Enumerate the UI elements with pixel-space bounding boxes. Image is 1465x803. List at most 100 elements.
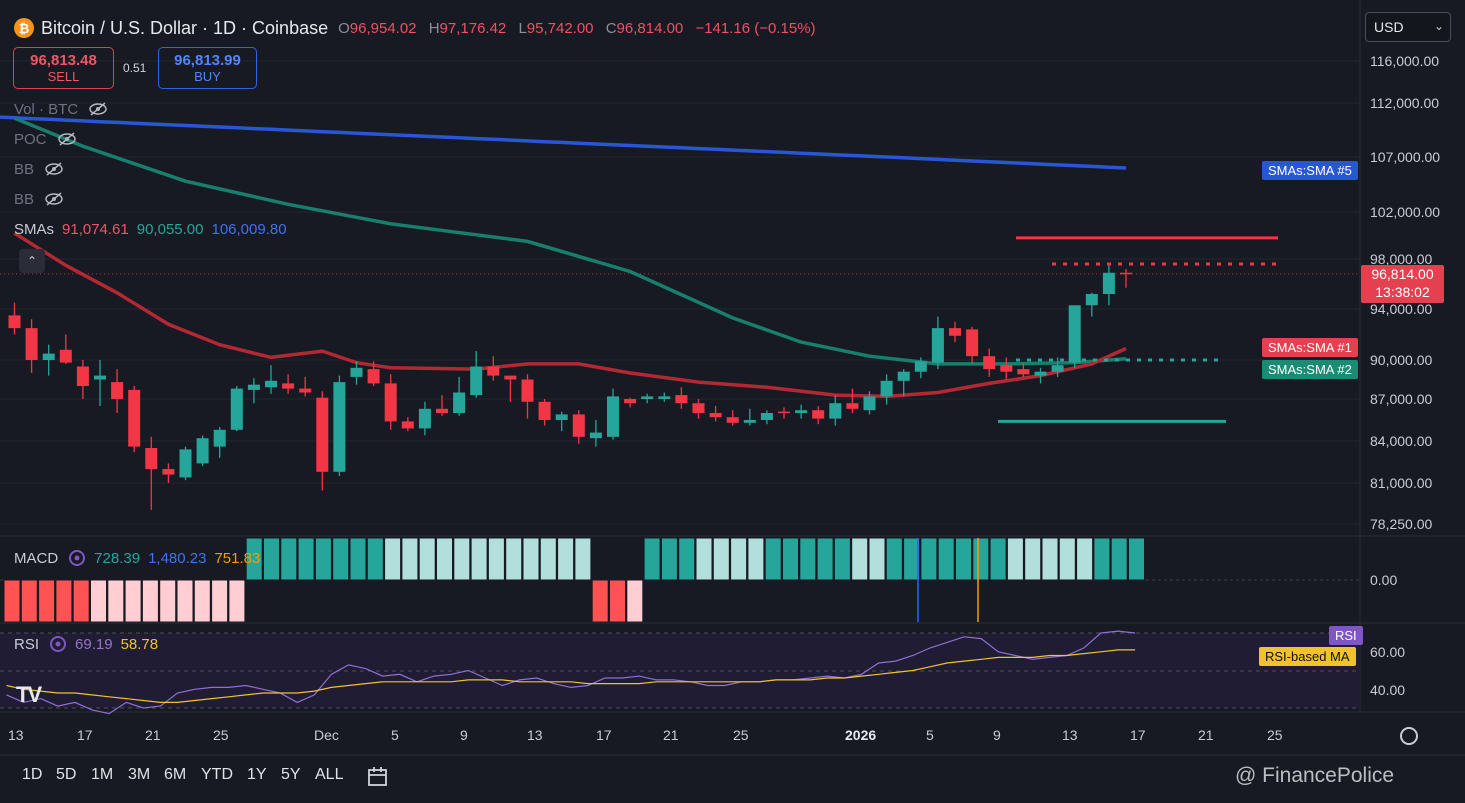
macd-bar <box>989 537 1007 581</box>
macd-bar <box>505 537 523 581</box>
range-button-ytd[interactable]: YTD <box>201 766 233 783</box>
hidden-eye-icon[interactable] <box>44 192 64 206</box>
ohlc-values: O96,954.02 H97,176.42 L95,742.00 C96,814… <box>338 19 816 37</box>
candle-body <box>880 380 893 397</box>
macd-bar <box>591 579 609 623</box>
legend-vol[interactable]: Vol · BTC <box>14 99 108 119</box>
rsi-tag: RSI <box>1329 626 1363 645</box>
candle-body <box>624 399 637 404</box>
legend-rsi[interactable]: RSI 69.19 58.78 <box>14 635 159 653</box>
time-axis-label: 21 <box>1198 727 1214 743</box>
candle-body <box>282 383 295 389</box>
sell-button[interactable]: 96,813.48 SELL <box>13 47 114 89</box>
low-value: 95,742.00 <box>526 19 594 37</box>
sell-price: 96,813.48 <box>30 52 97 69</box>
macd-bar <box>384 537 402 581</box>
chevron-up-icon: ⌃ <box>26 254 38 268</box>
indicator-settings-icon[interactable] <box>47 635 69 653</box>
macd-bar <box>141 579 159 623</box>
candle-body <box>589 432 602 439</box>
sma2-value: 90,055.00 <box>136 220 204 238</box>
macd-bar <box>418 537 436 581</box>
calendar-icon[interactable] <box>366 765 390 789</box>
candle-body <box>401 421 414 429</box>
candle-body <box>795 410 808 413</box>
symbol-title[interactable]: Bitcoin / U.S. Dollar · 1D · Coinbase <box>41 17 329 38</box>
buy-button[interactable]: 96,813.99 BUY <box>158 47 257 89</box>
last-price-label: 96,814.00 13:38:02 <box>1361 265 1444 303</box>
legend-bb-2[interactable]: BB <box>14 189 64 209</box>
time-axis-label: 13 <box>1062 727 1078 743</box>
range-button-5y[interactable]: 5Y <box>281 766 301 783</box>
hidden-eye-icon[interactable] <box>88 102 108 116</box>
candle-body <box>760 413 773 420</box>
sma1-line <box>13 231 1127 399</box>
indicator-settings-icon[interactable] <box>66 549 88 567</box>
macd-hist-value: 751.83 <box>214 549 261 567</box>
sma5-line <box>0 115 1127 170</box>
price-axis-label: 116,000.00 <box>1370 53 1440 69</box>
tradingview-logo: TV <box>16 682 42 707</box>
candle-body <box>743 420 756 423</box>
candle-body <box>230 388 243 430</box>
candle-body <box>914 361 927 372</box>
chevron-down-icon: ⌄ <box>1433 19 1444 33</box>
hidden-eye-icon[interactable] <box>57 132 77 146</box>
legend-poc[interactable]: POC <box>14 129 77 149</box>
currency-select[interactable]: USD ⌄ <box>1365 12 1451 42</box>
range-button-5d[interactable]: 5D <box>56 766 77 783</box>
range-button-1m[interactable]: 1M <box>91 766 114 783</box>
range-button-all[interactable]: ALL <box>315 766 344 783</box>
time-axis-label: 5 <box>926 727 934 743</box>
macd-bar <box>1058 537 1076 581</box>
candle-body <box>1000 365 1013 372</box>
macd-bar <box>816 537 834 581</box>
open-value: 96,954.02 <box>349 19 417 37</box>
candle-body <box>316 397 329 472</box>
macd-bar <box>920 537 938 581</box>
settings-gear-icon[interactable] <box>1400 727 1418 745</box>
macd-bar <box>678 537 696 581</box>
last-price: 96,814.00 <box>1371 266 1434 282</box>
candle-body <box>42 353 55 360</box>
macd-signal-value: 1,480.23 <box>148 549 207 567</box>
macd-bar <box>833 537 851 581</box>
legend-smas[interactable]: SMAs 91,074.61 90,055.00 106,009.80 <box>14 220 287 238</box>
collapse-legend-button[interactable]: ⌃ <box>19 249 45 273</box>
macd-bar <box>1110 537 1128 581</box>
candle-body <box>196 438 209 464</box>
range-button-6m[interactable]: 6M <box>164 766 187 783</box>
candle-body <box>607 396 619 437</box>
candle-body <box>94 375 106 380</box>
symbol-header[interactable]: ₿ Bitcoin / U.S. Dollar · 1D · Coinbase … <box>14 16 816 40</box>
legend-bb-1[interactable]: BB <box>14 159 64 179</box>
candle-body <box>538 401 551 420</box>
macd-bar <box>955 537 972 581</box>
candle-body <box>931 328 944 363</box>
candle-body <box>1034 371 1047 376</box>
macd-value: 728.39 <box>94 549 141 567</box>
macd-bar <box>1076 537 1094 581</box>
macd-bar <box>1041 537 1059 581</box>
macd-bar <box>972 537 990 581</box>
range-button-1y[interactable]: 1Y <box>247 766 267 783</box>
sma3-value: 106,009.80 <box>211 220 287 238</box>
macd-bar <box>574 537 592 581</box>
time-axis-label: 21 <box>663 727 679 743</box>
sell-label: SELL <box>47 69 80 84</box>
candle-body <box>504 375 517 380</box>
candle-body <box>487 366 500 376</box>
range-button-1d[interactable]: 1D <box>22 766 43 783</box>
macd-bar <box>868 537 886 581</box>
macd-bar <box>1006 537 1024 581</box>
candle-body <box>641 396 654 399</box>
range-button-3m[interactable]: 3M <box>128 766 151 783</box>
macd-bar <box>782 537 799 581</box>
candle-body <box>812 410 825 419</box>
macd-bar <box>660 537 678 581</box>
macd-bar <box>470 537 488 581</box>
candle-body <box>863 396 876 411</box>
legend-macd[interactable]: MACD 728.39 1,480.23 751.83 <box>14 549 261 567</box>
hidden-eye-icon[interactable] <box>44 162 64 176</box>
